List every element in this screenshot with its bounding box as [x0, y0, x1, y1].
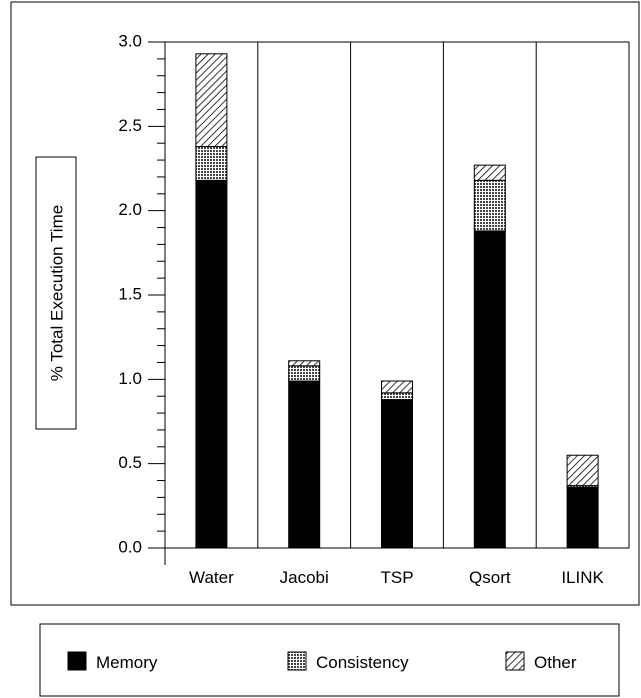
bar-segment-other [473, 164, 506, 181]
y-tick-label: 0.0 [118, 537, 142, 556]
bar-segment-other [566, 454, 599, 487]
y-tick-label: 3.0 [118, 31, 142, 50]
bar-segment-other [195, 53, 228, 148]
legend-swatch-memory [67, 651, 87, 671]
y-axis-label: % Total Execution Time [47, 205, 66, 381]
bar-segment-other [288, 360, 321, 367]
bar-segment-memory [381, 399, 413, 549]
bar-segment-memory [195, 179, 228, 549]
y-tick-label: 1.0 [118, 369, 142, 388]
bar-segment-other [381, 380, 413, 394]
x-tick-label: TSP [380, 568, 413, 587]
bar-segment-consistency [381, 392, 413, 401]
bars [195, 53, 599, 549]
y-tick-label: 0.5 [118, 453, 142, 472]
y-tick-label: 2.0 [118, 200, 142, 219]
x-tick-label: Jacobi [280, 568, 329, 587]
x-axis-labels: Water Jacobi TSP Qsort ILINK [189, 568, 604, 587]
bar-segment-consistency [195, 146, 228, 181]
bar-segment-memory [288, 380, 321, 549]
y-axis-label-box [35, 156, 77, 430]
y-axis: 0.0 0.5 1.0 1.5 2.0 2.5 3.0 [118, 31, 166, 565]
legend-label: Memory [96, 653, 158, 672]
bar-segment-memory [473, 230, 506, 549]
legend-swatch-consistency [287, 651, 307, 671]
y-tick-label: 2.5 [118, 116, 142, 135]
grid-lines [257, 42, 537, 548]
chart-frame [10, 1, 640, 606]
x-tick-label: Water [189, 568, 234, 587]
legend-swatch-other [505, 651, 525, 671]
bar-segment-consistency [473, 179, 506, 232]
legend-label: Other [534, 653, 577, 672]
bar-segment-memory [566, 486, 599, 549]
x-tick-label: ILINK [561, 568, 604, 587]
bar-segment-consistency [288, 365, 321, 382]
x-tick-label: Qsort [469, 568, 511, 587]
legend-label: Consistency [316, 653, 409, 672]
y-tick-label: 1.5 [118, 284, 142, 303]
legend: Memory Consistency Other [67, 651, 577, 672]
